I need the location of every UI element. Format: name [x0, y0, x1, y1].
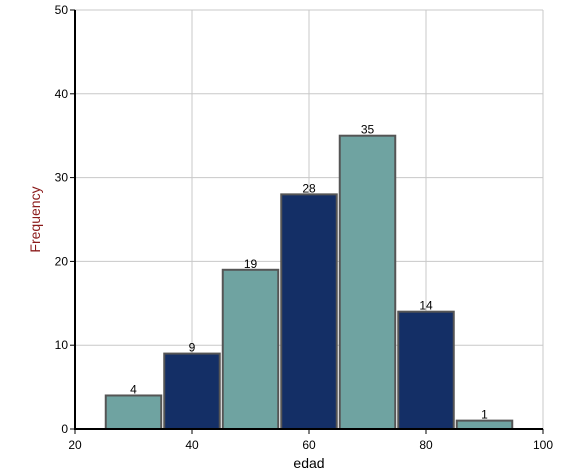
bar-value-label: 4 [130, 382, 137, 396]
x-axis-title: edad [293, 455, 324, 471]
histogram-bar [397, 310, 455, 430]
axis-layer: 0 10 20 30 40 50 20 40 60 80 100 [55, 3, 554, 452]
bar-value-label: 35 [361, 123, 375, 137]
histogram-bar [338, 134, 397, 430]
histogram-bar [455, 419, 514, 430]
y-tick-label: 30 [55, 171, 69, 185]
bar-value-label: 9 [189, 341, 196, 355]
y-axis-title: Frequency [27, 186, 43, 252]
x-tick-label: 60 [302, 438, 316, 452]
bar-value-label: 14 [419, 299, 433, 313]
bar-value-label: 19 [244, 257, 258, 271]
histogram-bar [280, 193, 338, 430]
histogram-bar [104, 394, 163, 431]
x-tick-label: 40 [185, 438, 199, 452]
histogram-bar [163, 352, 221, 430]
bar-value-label: 1 [481, 408, 488, 422]
y-tick-label: 50 [55, 3, 69, 17]
x-tick-label: 80 [419, 438, 433, 452]
histogram-bar [221, 268, 280, 430]
data-label-layer: 4 9 19 28 35 14 1 [130, 123, 488, 422]
y-tick-label: 10 [55, 338, 69, 352]
bar-value-label: 28 [302, 181, 316, 195]
x-tick-label: 20 [68, 438, 82, 452]
y-tick-label: 20 [55, 254, 69, 268]
x-tick-label: 100 [533, 438, 553, 452]
y-tick-label: 0 [61, 422, 68, 436]
bar-layer [104, 134, 514, 431]
y-tick-label: 40 [55, 87, 69, 101]
